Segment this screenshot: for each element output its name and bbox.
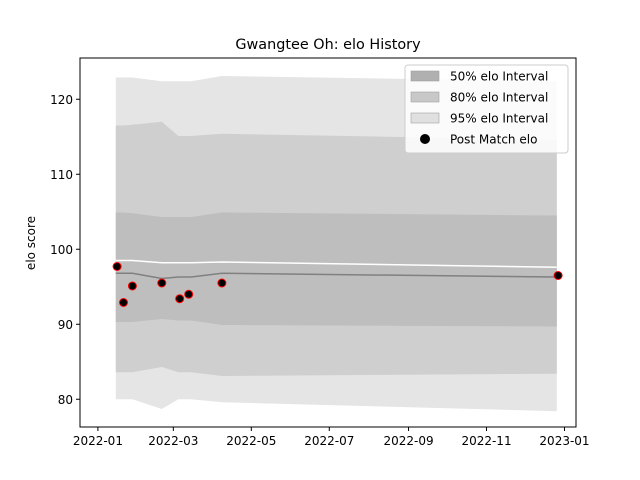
interval-band-2 xyxy=(115,212,557,327)
post-match-point xyxy=(157,278,167,288)
post-match-point xyxy=(112,262,122,271)
legend-marker xyxy=(420,134,430,144)
x-tick-label: 2022-09 xyxy=(383,434,433,448)
legend-label: 80% elo Interval xyxy=(450,91,548,105)
legend-swatch xyxy=(410,91,440,103)
axes-frame xyxy=(79,57,577,428)
x-tick-label: 2022-05 xyxy=(226,434,276,448)
y-tick-label: 80 xyxy=(58,393,73,407)
post-match-point xyxy=(553,271,563,280)
legend: 50% elo Interval 80% elo Interval 95% elo … xyxy=(404,64,569,154)
y-axis: 80 90 100 110 120 xyxy=(50,93,80,407)
legend-swatch xyxy=(410,70,440,82)
x-tick-label: 2022-03 xyxy=(148,434,198,448)
post-match-point xyxy=(175,294,185,304)
x-axis: 2022-01 2022-03 2022-05 2022-07 2022-09 2022-… xyxy=(73,427,590,448)
legend-label: 95% elo Interval xyxy=(450,112,548,126)
legend-label: 50% elo Interval xyxy=(450,70,548,84)
elo-line-3 xyxy=(115,259,557,269)
post-match-point xyxy=(184,289,194,299)
plot-area xyxy=(112,76,563,412)
chart-title: Gwangtee Oh: elo History xyxy=(235,37,421,53)
legend-swatch xyxy=(410,112,440,124)
y-tick-label: 110 xyxy=(50,168,73,182)
x-tick-label: 2022-01 xyxy=(73,434,123,448)
x-tick-label: 2022-07 xyxy=(304,434,354,448)
y-axis-label: elo score xyxy=(24,216,38,270)
post-match-point xyxy=(119,298,128,307)
x-tick-label: 2023-01 xyxy=(539,434,589,448)
elo-line-4 xyxy=(115,272,557,280)
x-tick-label: 2022-11 xyxy=(461,434,511,448)
legend-label: Post Match elo xyxy=(450,133,537,147)
y-tick-label: 90 xyxy=(58,318,73,332)
y-tick-label: 100 xyxy=(50,243,73,257)
post-match-point xyxy=(217,278,227,288)
y-tick-label: 120 xyxy=(50,93,73,107)
legend-box xyxy=(404,64,569,154)
post-match-point xyxy=(127,281,137,291)
